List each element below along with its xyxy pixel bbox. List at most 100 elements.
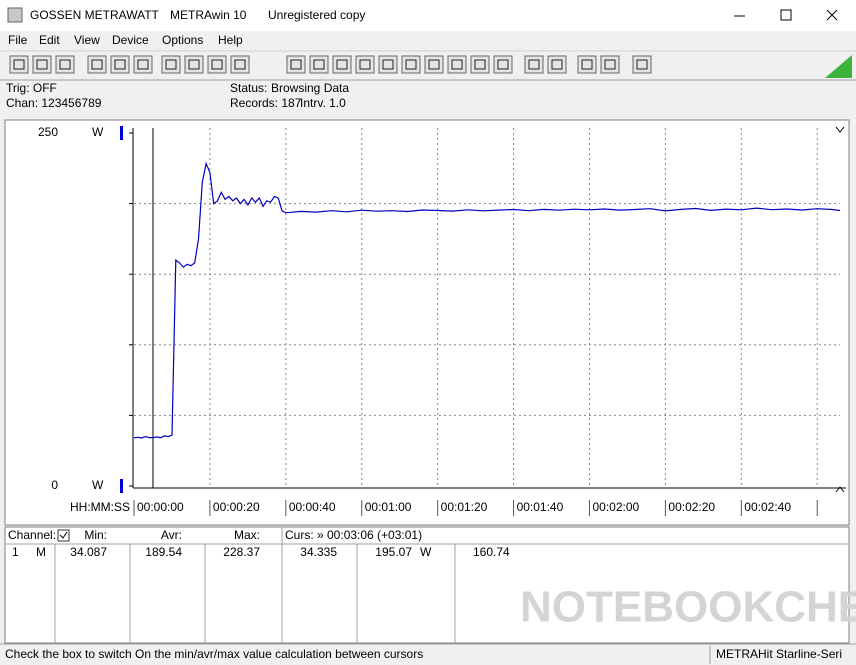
table-cell: 228.37 — [223, 545, 260, 559]
toolbar-button[interactable] — [230, 55, 250, 74]
toolbar-button[interactable] — [424, 55, 444, 74]
toolbar-glyph — [13, 59, 25, 70]
table-header: Max: — [234, 528, 260, 542]
toolbar-button[interactable] — [524, 55, 544, 74]
toolbar-glyph — [211, 59, 223, 70]
x-axis-label: HH:MM:SS — [70, 500, 130, 514]
toolbar-glyph — [188, 59, 200, 70]
y-unit: W — [92, 125, 104, 139]
toolbar-button[interactable] — [207, 55, 227, 74]
close[interactable] — [826, 9, 838, 21]
x-tick-label: 00:00:00 — [137, 500, 184, 514]
chart-panel — [4, 119, 850, 526]
menu-item[interactable]: Options — [162, 33, 203, 47]
toolbar-glyph — [234, 59, 246, 70]
x-tick-label: 00:00:40 — [289, 500, 336, 514]
toolbar-glyph — [474, 59, 486, 70]
maximize[interactable] — [780, 9, 792, 21]
toolbar-button[interactable] — [447, 55, 467, 74]
table-header: Min: — [84, 528, 107, 542]
toolbar-glyph — [604, 59, 616, 70]
y-unit: W — [92, 478, 104, 492]
toolbar-button[interactable] — [110, 55, 130, 74]
table-cell: W — [420, 545, 432, 559]
toolbar-glyph — [359, 59, 371, 70]
status: Browsing Data — [271, 81, 349, 95]
status-indicator — [825, 55, 852, 78]
toolbar-glyph — [581, 59, 593, 70]
menu-item[interactable]: View — [74, 33, 100, 47]
toolbar-button[interactable] — [55, 55, 75, 74]
toolbar-button[interactable] — [32, 55, 52, 74]
status-label: Status: — [230, 81, 267, 95]
toolbar-button[interactable] — [632, 55, 652, 74]
vendor: GOSSEN METRAWATT — [30, 8, 160, 22]
table-panel — [4, 526, 850, 644]
toolbar-glyph — [405, 59, 417, 70]
x-tick-label: 00:02:00 — [592, 500, 639, 514]
app-name: METRAwin 10 — [170, 8, 247, 22]
y-tick-label: 250 — [38, 125, 58, 139]
toolbar-glyph — [91, 59, 103, 70]
toolbar-button[interactable] — [378, 55, 398, 74]
toolbar-button[interactable] — [577, 55, 597, 74]
data-line — [133, 161, 841, 439]
toolbar-glyph — [551, 59, 563, 70]
license: Unregistered copy — [268, 8, 365, 22]
table-header: Curs: » 00:03:06 (+03:01) — [285, 528, 422, 542]
title-bar — [0, 0, 856, 31]
toolbar-glyph — [290, 59, 302, 70]
interval: Intrv. 1.0 — [300, 96, 346, 110]
toolbar-button[interactable] — [332, 55, 352, 74]
trig: Trig: OFF — [6, 81, 57, 95]
toolbar-button[interactable] — [470, 55, 490, 74]
toolbar-button[interactable] — [493, 55, 513, 74]
table-cell: 1 — [12, 545, 19, 559]
menu-item[interactable]: Help — [218, 33, 243, 47]
toolbar-glyph — [36, 59, 48, 70]
x-tick-label: 00:01:20 — [441, 500, 488, 514]
menu-item[interactable]: Edit — [39, 33, 60, 47]
watermark: NOTEBOOKCHECK — [520, 583, 856, 632]
toolbar-button[interactable] — [286, 55, 306, 74]
device: METRAHit Starline-Seri — [716, 647, 842, 661]
toolbar-glyph — [59, 59, 71, 70]
table-cell: 34.335 — [300, 545, 337, 559]
table-cell: 189.54 — [145, 545, 182, 559]
toolbar-button[interactable] — [355, 55, 375, 74]
table-header: Channel: — [8, 528, 56, 542]
toolbar-glyph — [336, 59, 348, 70]
toolbar-glyph — [137, 59, 149, 70]
toolbar-glyph — [451, 59, 463, 70]
toolbar-button[interactable] — [309, 55, 329, 74]
x-tick-label: 00:00:20 — [213, 500, 260, 514]
toolbar-glyph — [165, 59, 177, 70]
toolbar-glyph — [528, 59, 540, 70]
menu-item[interactable]: File — [8, 33, 28, 47]
table-cell: 34.087 — [70, 545, 107, 559]
toolbar-glyph — [497, 59, 509, 70]
y-marker — [120, 479, 123, 493]
toolbar-button[interactable] — [401, 55, 421, 74]
toolbar-button[interactable] — [161, 55, 181, 74]
toolbar-glyph — [636, 59, 648, 70]
toolbar-button[interactable] — [133, 55, 153, 74]
toolbar-button[interactable] — [547, 55, 567, 74]
y-marker — [120, 126, 123, 140]
toolbar-glyph — [114, 59, 126, 70]
toolbar-button[interactable] — [87, 55, 107, 74]
table-header: Avr: — [161, 528, 182, 542]
x-tick-label: 00:02:20 — [668, 500, 715, 514]
toolbar-glyph — [313, 59, 325, 70]
checkbox[interactable] — [57, 529, 70, 542]
toolbar-button[interactable] — [184, 55, 204, 74]
records: Records: 187 — [230, 96, 302, 110]
y-tick-label: 0 — [51, 478, 58, 492]
table-cell: M — [36, 545, 46, 559]
cursor-arrow — [835, 126, 845, 493]
menu-item[interactable]: Device — [112, 33, 149, 47]
toolbar-button[interactable] — [600, 55, 620, 74]
x-tick-label: 00:02:40 — [744, 500, 791, 514]
toolbar-button[interactable] — [9, 55, 29, 74]
checkmark — [59, 531, 68, 539]
